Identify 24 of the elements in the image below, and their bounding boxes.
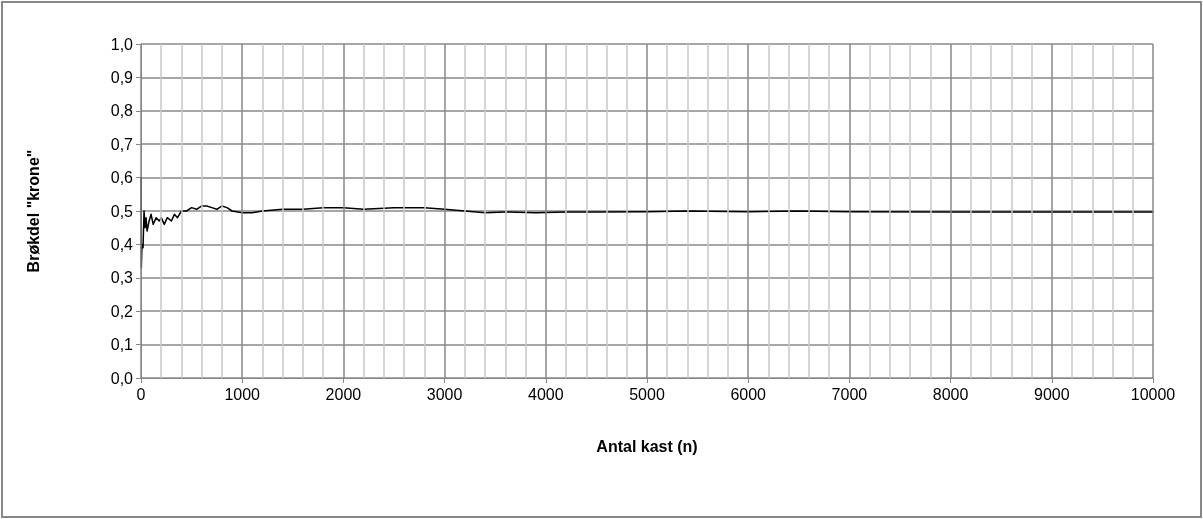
x-tick-label: 9000 bbox=[1034, 385, 1070, 403]
y-tick-label: 0,4 bbox=[110, 235, 134, 253]
y-tick-label: 0,3 bbox=[110, 269, 134, 287]
x-tick-label: 2000 bbox=[325, 385, 362, 403]
y-tick-label: 1,0 bbox=[110, 35, 134, 53]
x-tick-label: 8000 bbox=[932, 385, 969, 403]
y-tick-label: 0,0 bbox=[110, 369, 134, 387]
y-tick-label: 0,5 bbox=[110, 202, 134, 220]
y-tick-label: 0,9 bbox=[110, 68, 134, 86]
x-tick-label: 7000 bbox=[831, 385, 868, 403]
x-tick-label: 5000 bbox=[629, 385, 665, 403]
x-axis-title: Antal kast (n) bbox=[596, 437, 698, 455]
x-tick-label: 3000 bbox=[426, 385, 463, 403]
y-tick-label: 0,6 bbox=[110, 169, 134, 187]
y-tick-label: 0,8 bbox=[110, 102, 134, 120]
x-tick-label: 1000 bbox=[224, 385, 261, 403]
x-tick-label: 4000 bbox=[528, 385, 564, 403]
y-tick-label: 0,2 bbox=[110, 302, 134, 320]
y-tick-label: 0,1 bbox=[110, 336, 134, 354]
x-tick-label: 10000 bbox=[1130, 385, 1176, 403]
x-tick-label: 0 bbox=[136, 385, 146, 403]
y-tick-label: 0,7 bbox=[110, 135, 134, 153]
x-tick-label: 6000 bbox=[730, 385, 767, 403]
y-axis-title: Brøkdel "krone" bbox=[24, 149, 42, 273]
